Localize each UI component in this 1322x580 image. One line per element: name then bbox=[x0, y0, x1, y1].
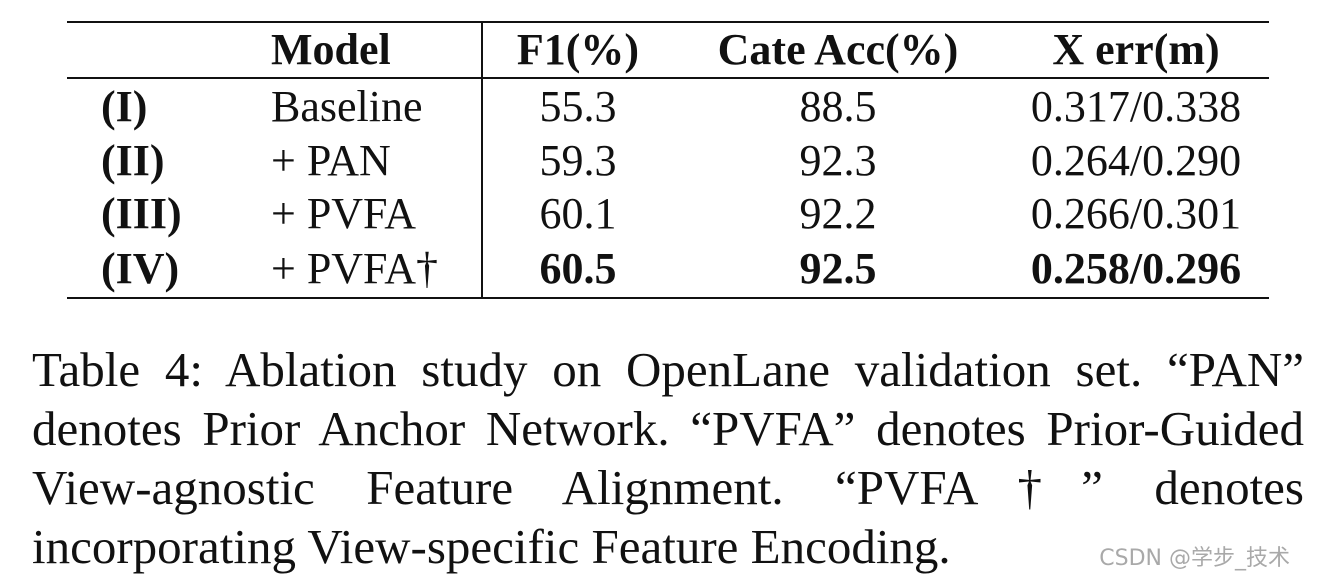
header-id bbox=[67, 22, 251, 78]
row-f1: 60.1 bbox=[481, 187, 673, 240]
row-model: Baseline bbox=[271, 81, 423, 131]
row-x-err: 0.264/0.290 bbox=[1030, 135, 1242, 185]
row-cate-acc: 88.5 bbox=[799, 81, 877, 131]
row-x-err: 0.317/0.338 bbox=[1030, 81, 1242, 131]
row-x-err: 0.258/0.296 bbox=[1030, 243, 1242, 293]
row-f1: 60.5 bbox=[481, 240, 673, 298]
row-model: + PVFA bbox=[271, 188, 417, 238]
row-model: + PAN bbox=[271, 135, 391, 185]
row-id: (III) bbox=[101, 188, 182, 238]
row-x-err: 0.266/0.301 bbox=[1030, 188, 1242, 238]
row-id: (IV) bbox=[101, 243, 180, 293]
header-model: Model bbox=[271, 25, 391, 74]
row-id: (II) bbox=[101, 135, 165, 185]
row-f1: 55.3 bbox=[481, 78, 673, 134]
table-row: (III) + PVFA 60.1 92.2 0.266/0.301 bbox=[67, 187, 1269, 240]
table-caption: Table 4: Ablation study on OpenLane vali… bbox=[32, 342, 1304, 574]
row-cate-acc: 92.5 bbox=[799, 243, 877, 293]
row-model: + PVFA† bbox=[271, 243, 439, 293]
header-f1: F1(%) bbox=[481, 22, 673, 78]
row-cate-acc: 92.3 bbox=[799, 135, 877, 185]
ablation-table: Model F1(%) Cate Acc(%) X err(m) (I) Bas… bbox=[67, 21, 1269, 299]
header-x-err: X err(m) bbox=[1052, 25, 1220, 74]
header-cate-acc: Cate Acc(%) bbox=[717, 25, 959, 74]
table-row-best: (IV) + PVFA† 60.5 92.5 0.258/0.296 bbox=[67, 240, 1269, 298]
table-row: (I) Baseline 55.3 88.5 0.317/0.338 bbox=[67, 78, 1269, 134]
row-cate-acc: 92.2 bbox=[799, 188, 877, 238]
table-row: (II) + PAN 59.3 92.3 0.264/0.290 bbox=[67, 134, 1269, 187]
ablation-table-container: Model F1(%) Cate Acc(%) X err(m) (I) Bas… bbox=[67, 21, 1269, 299]
table-header-row: Model F1(%) Cate Acc(%) X err(m) bbox=[67, 22, 1269, 78]
watermark: CSDN @学步_技术 bbox=[1099, 546, 1290, 571]
row-f1: 59.3 bbox=[481, 134, 673, 187]
row-id: (I) bbox=[101, 81, 148, 131]
